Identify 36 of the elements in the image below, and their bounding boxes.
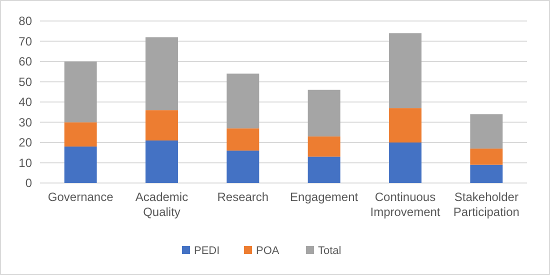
legend-label: POA <box>256 244 280 257</box>
bar <box>64 122 97 147</box>
bar <box>226 128 260 151</box>
bar <box>308 156 340 183</box>
x-tick-label: Continuous Improvement <box>370 190 441 219</box>
y-tick-label: 80 <box>18 14 32 28</box>
bar <box>226 150 260 183</box>
y-tick-label: 60 <box>18 54 32 69</box>
bar <box>389 108 422 142</box>
bar <box>470 164 503 183</box>
bar <box>146 110 178 140</box>
y-tick-label: 40 <box>18 95 32 110</box>
y-tick-label: 30 <box>18 115 32 130</box>
y-tick-label: 70 <box>18 34 32 48</box>
y-tick-label: 20 <box>18 136 32 150</box>
x-tick-label: Engagement <box>290 190 359 204</box>
x-tick-label: Research <box>217 190 269 204</box>
bar <box>308 136 340 157</box>
bar <box>226 74 260 128</box>
bar <box>308 90 340 136</box>
bar <box>470 148 503 165</box>
x-tick-label: Academic Quality <box>135 190 188 219</box>
bar <box>146 37 178 110</box>
legend-label: Total <box>318 244 342 257</box>
y-tick-label: 10 <box>18 156 32 170</box>
bar <box>470 114 503 149</box>
x-tick-label: Stakeholder Participation <box>453 190 520 219</box>
y-tick-label: 50 <box>18 74 32 89</box>
x-tick-label: Governance <box>48 190 114 204</box>
bar <box>389 33 422 108</box>
bar <box>64 62 97 122</box>
bar <box>64 146 97 183</box>
bar <box>146 140 178 183</box>
y-tick-label: 0 <box>25 176 32 190</box>
legend-label: PEDI <box>194 244 220 257</box>
bar <box>389 142 422 183</box>
